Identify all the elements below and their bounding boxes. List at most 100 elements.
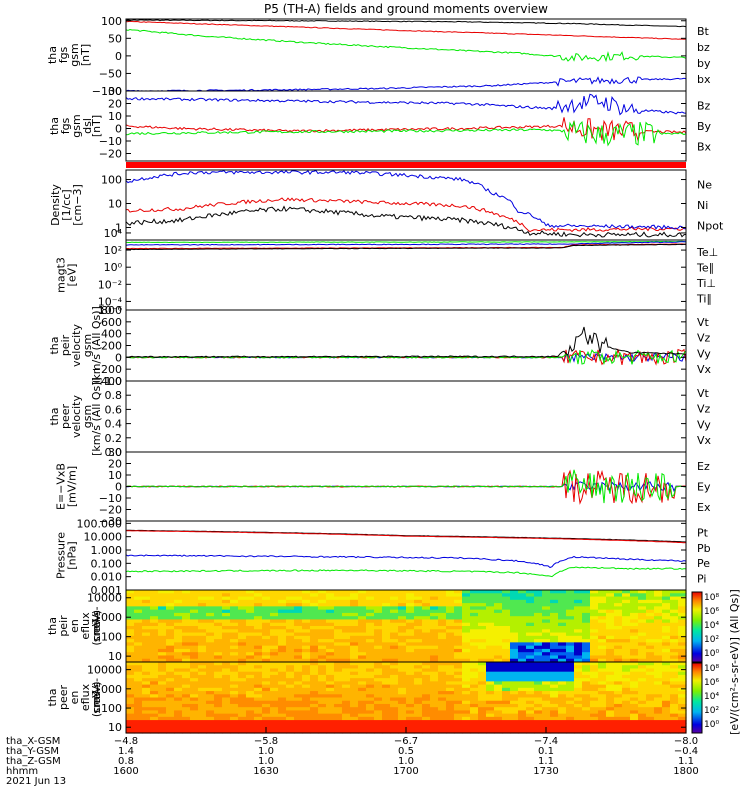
heat-cell (622, 612, 631, 617)
heat-cell (190, 635, 199, 640)
heat-cell (286, 713, 295, 718)
heat-cell (566, 622, 575, 627)
heat-cell (438, 694, 447, 699)
heat-cell (198, 645, 207, 650)
heat-cell (598, 674, 607, 679)
heat-cell (590, 639, 599, 643)
heat-cell (238, 639, 247, 643)
heat-cell (550, 674, 559, 679)
heat-cell (438, 612, 447, 617)
heat-cell (174, 665, 183, 670)
heat-cell (558, 697, 567, 702)
heat-cell (198, 590, 207, 594)
heat-cell (470, 687, 479, 692)
heat-cell (182, 629, 191, 634)
heat-cell (214, 658, 223, 663)
heat-cell (566, 700, 575, 705)
heat-cell (366, 590, 375, 594)
heat-cell (246, 691, 255, 695)
heat-cell (230, 674, 239, 679)
heat-cell (334, 697, 343, 702)
heat-cell (478, 716, 487, 721)
heat-cell (542, 648, 551, 653)
heat-cell (126, 694, 135, 699)
heat-cell (206, 658, 215, 663)
heat-cell (646, 603, 655, 607)
heat-cell (406, 606, 415, 611)
heat-cell (494, 723, 503, 728)
heat-cell (670, 726, 679, 731)
heat-cell (150, 687, 159, 692)
heat-cell (246, 723, 255, 728)
heat-cell (542, 674, 551, 679)
heat-cell (510, 596, 519, 601)
heat-cell (142, 716, 151, 721)
heat-cell (558, 687, 567, 692)
heat-cell (582, 713, 591, 718)
heat-cell (662, 616, 671, 621)
heat-cell (166, 658, 175, 663)
heat-cell (462, 687, 471, 692)
heat-cell (262, 590, 271, 594)
heat-cell (622, 716, 631, 721)
heat-cell (622, 609, 631, 614)
heat-cell (422, 645, 431, 650)
heat-cell (422, 662, 431, 666)
heat-cell (406, 671, 415, 676)
heat-cell (470, 599, 479, 604)
heat-cell (142, 652, 151, 657)
heat-cell (390, 681, 399, 686)
heat-cell (374, 606, 383, 611)
heat-cell (510, 703, 519, 708)
heat-cell (414, 593, 423, 598)
series-E-field-Ey (126, 469, 686, 504)
heat-cell (462, 652, 471, 657)
heat-cell (334, 639, 343, 643)
heat-cell (254, 626, 263, 630)
heat-cell (654, 642, 663, 647)
heat-cell (166, 626, 175, 630)
heat-cell (310, 662, 319, 666)
heat-cell (542, 681, 551, 686)
heat-cell (334, 720, 343, 724)
heat-cell (238, 635, 247, 640)
heat-cell (254, 703, 263, 708)
heat-cell (510, 674, 519, 679)
heat-cell (158, 716, 167, 721)
heat-cell (318, 674, 327, 679)
heat-cell (190, 655, 199, 660)
heat-cell (182, 681, 191, 686)
heat-cell (550, 590, 559, 594)
heat-cell (614, 662, 623, 666)
heat-cell (350, 639, 359, 643)
heat-cell (158, 684, 167, 689)
heat-cell (662, 619, 671, 624)
heat-cell (230, 639, 239, 643)
heat-cell (374, 681, 383, 686)
heat-cell (334, 674, 343, 679)
heat-cell (342, 700, 351, 705)
panel-frame (125, 309, 687, 382)
ytick-label: −50 (99, 67, 122, 80)
heat-cell (334, 593, 343, 598)
heat-cell (550, 665, 559, 670)
heat-cell (654, 609, 663, 614)
heat-cell (558, 655, 567, 660)
heat-cell (646, 687, 655, 692)
heat-cell (678, 694, 687, 699)
heat-cell (334, 645, 343, 650)
heat-cell (494, 626, 503, 630)
heat-cell (678, 687, 687, 692)
heat-cell (190, 642, 199, 647)
heat-cell (318, 700, 327, 705)
heat-cell (606, 726, 615, 731)
heat-cell (382, 658, 391, 663)
heat-cell (358, 687, 367, 692)
heat-cell (574, 599, 583, 604)
heat-cell (142, 616, 151, 621)
heat-cell (566, 590, 575, 594)
heat-cell (126, 606, 135, 611)
heat-cell (382, 723, 391, 728)
heat-cell (270, 707, 279, 712)
heat-cell (422, 596, 431, 601)
